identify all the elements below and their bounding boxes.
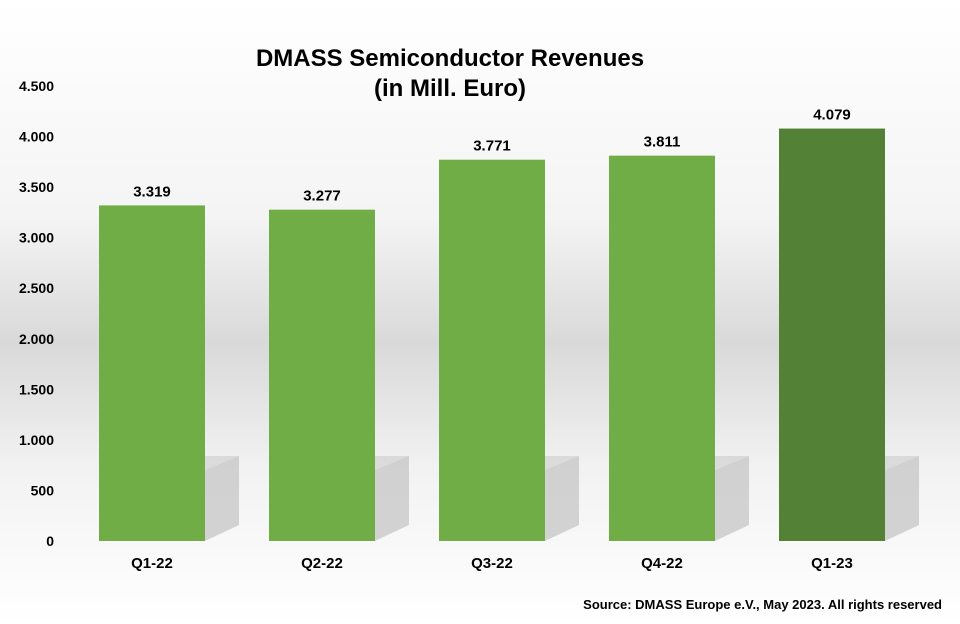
bar-shadow <box>885 456 919 541</box>
bar <box>99 205 205 541</box>
bar-shadow <box>545 456 579 541</box>
x-tick-label: Q1-22 <box>131 555 173 572</box>
bar <box>269 209 375 542</box>
y-tick-label: 3.500 <box>19 179 54 195</box>
y-tick-label: 3.000 <box>19 230 54 246</box>
x-tick-label: Q1-23 <box>811 555 853 572</box>
bar <box>439 159 545 541</box>
chart-title-line1: DMASS Semiconductor Revenues <box>255 45 645 72</box>
data-label: 3.277 <box>303 188 341 205</box>
y-tick-label: 1.000 <box>19 432 54 448</box>
bar <box>609 155 715 541</box>
bar-shadow <box>375 456 409 541</box>
y-tick-label: 500 <box>31 482 55 498</box>
data-label: 3.771 <box>473 138 511 155</box>
bar <box>779 128 885 541</box>
data-label: 4.079 <box>813 107 851 124</box>
data-label: 3.319 <box>133 183 171 200</box>
bar-shadow <box>205 456 239 541</box>
y-tick-label: 0 <box>46 533 54 549</box>
chart-title: DMASS Semiconductor Revenues (in Mill. E… <box>200 44 700 104</box>
x-tick-label: Q3-22 <box>471 555 513 572</box>
chart-title-line2: (in Mill. Euro) <box>374 75 526 102</box>
y-tick-label: 2.000 <box>19 331 54 347</box>
y-tick-label: 4.500 <box>19 78 54 94</box>
source-note: Source: DMASS Europe e.V., May 2023. All… <box>583 597 942 612</box>
y-tick-label: 4.000 <box>19 129 54 145</box>
y-tick-label: 1.500 <box>19 381 54 397</box>
y-tick-label: 2.500 <box>19 280 54 296</box>
x-tick-label: Q2-22 <box>301 555 343 572</box>
x-tick-label: Q4-22 <box>641 555 683 572</box>
bar-shadow <box>715 456 749 541</box>
data-label: 3.811 <box>644 134 681 151</box>
